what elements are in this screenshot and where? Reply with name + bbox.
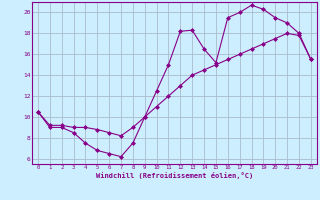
X-axis label: Windchill (Refroidissement éolien,°C): Windchill (Refroidissement éolien,°C) — [96, 172, 253, 179]
